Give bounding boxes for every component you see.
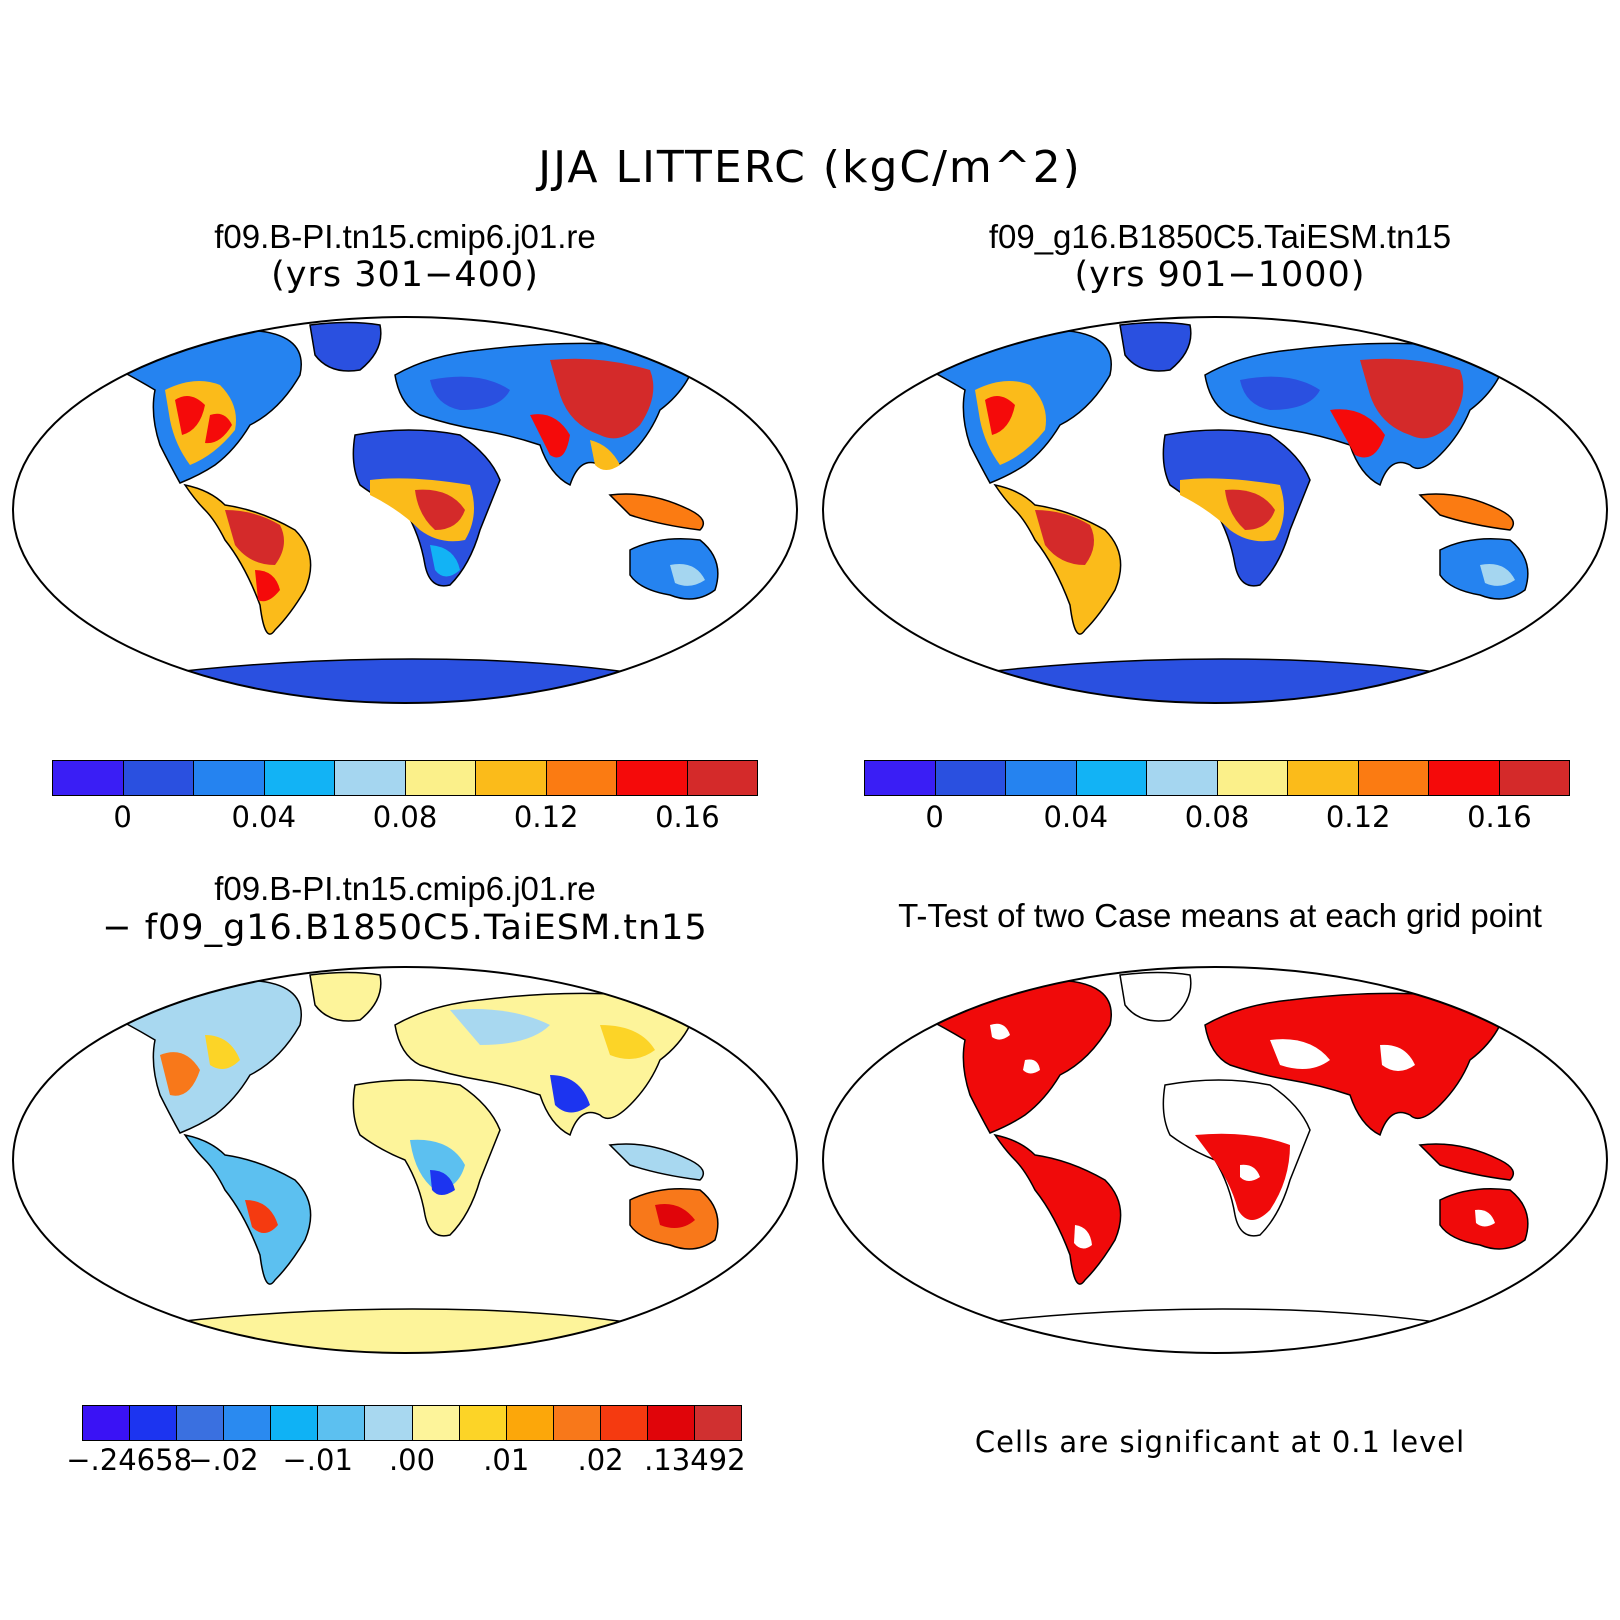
colorbar-swatch xyxy=(365,1406,413,1440)
colorbar-tick-label: 0.16 xyxy=(1467,800,1532,834)
colorbar-swatch xyxy=(600,1406,648,1440)
colorbar-tick-label: 0.08 xyxy=(1184,800,1250,834)
colorbar-swatch xyxy=(459,1406,507,1440)
greenland xyxy=(309,321,382,372)
colorbar-swatch xyxy=(194,761,265,795)
south-america xyxy=(183,483,312,635)
colorbar-tick-label: .02 xyxy=(577,1443,624,1477)
colorbar-tick-label: .13492 xyxy=(644,1443,746,1477)
colorbar-tick-label: 0 xyxy=(925,800,944,834)
panel-1-colorbar xyxy=(52,760,758,796)
panel-3-subtitle: − f09_g16.B1850C5.TaiESM.tn15 xyxy=(102,908,708,948)
colorbar-tick-label: .01 xyxy=(483,1443,530,1477)
colorbar-swatch xyxy=(177,1406,225,1440)
panel-4-map xyxy=(822,966,1608,1354)
colorbar-swatch xyxy=(506,1406,554,1440)
colorbar-swatch xyxy=(935,761,1006,795)
panel-1-title: f09.B-PI.tn15.cmip6.j01.re xyxy=(214,218,596,255)
panel-3-map xyxy=(12,966,798,1354)
colorbar-swatch xyxy=(83,1406,131,1440)
panel-1-subtitle: (yrs 301−400) xyxy=(271,255,539,295)
colorbar-swatch xyxy=(318,1406,366,1440)
colorbar-tick-label: −.02 xyxy=(188,1443,259,1477)
panel-4-note: Cells are significant at 0.1 level xyxy=(974,1425,1466,1459)
panel-2-colorbar xyxy=(864,760,1570,796)
colorbar-tick-label: 0.08 xyxy=(372,800,438,834)
colorbar-swatch xyxy=(1076,761,1147,795)
colorbar-tick-label: 0.16 xyxy=(655,800,720,834)
panel-4-title: T-Test of two Case means at each grid po… xyxy=(898,897,1542,934)
panel-2-map xyxy=(822,316,1608,704)
colorbar-swatch xyxy=(1429,761,1500,795)
colorbar-tick-label: 0.04 xyxy=(231,800,297,834)
colorbar-swatch xyxy=(130,1406,178,1440)
colorbar-swatch xyxy=(412,1406,460,1440)
antarctica xyxy=(108,658,701,703)
colorbar-swatch xyxy=(335,761,406,795)
colorbar-swatch xyxy=(1499,761,1569,795)
panel-2-title: f09_g16.B1850C5.TaiESM.tn15 xyxy=(988,218,1452,255)
colorbar-swatch xyxy=(476,761,547,795)
colorbar-tick-label: .00 xyxy=(388,1443,436,1477)
colorbar-tick-label: 0.04 xyxy=(1043,800,1109,834)
colorbar-swatch xyxy=(617,761,688,795)
colorbar-swatch xyxy=(1288,761,1359,795)
colorbar-swatch xyxy=(647,1406,696,1440)
colorbar-tick-label: 0.12 xyxy=(513,800,579,834)
colorbar-tick-label: 0 xyxy=(113,800,132,834)
colorbar-tick-label: −.01 xyxy=(282,1443,353,1477)
colorbar-swatch xyxy=(271,1406,319,1440)
maritime-asia xyxy=(608,493,705,531)
panel-1-map xyxy=(12,316,798,704)
colorbar-tick-label: −.24658 xyxy=(66,1443,193,1477)
colorbar-swatch xyxy=(687,761,757,795)
colorbar-swatch xyxy=(405,761,476,795)
panel-3-title: f09.B-PI.tn15.cmip6.j01.re xyxy=(214,870,596,907)
colorbar-swatch xyxy=(123,761,194,795)
colorbar-swatch xyxy=(264,761,335,795)
colorbar-swatch xyxy=(1358,761,1429,795)
panel-2-subtitle: (yrs 901−1000) xyxy=(1074,255,1366,295)
colorbar-swatch xyxy=(546,761,617,795)
colorbar-swatch xyxy=(224,1406,272,1440)
colorbar-swatch xyxy=(1217,761,1288,795)
figure-title: JJA LITTERC (kgC/m^2) xyxy=(538,142,1082,193)
colorbar-swatch xyxy=(1006,761,1077,795)
panel-3-colorbar xyxy=(82,1405,742,1441)
colorbar-swatch xyxy=(695,1406,742,1440)
colorbar-swatch xyxy=(553,1406,601,1440)
colorbar-swatch xyxy=(865,761,936,795)
colorbar-tick-label: 0.12 xyxy=(1325,800,1391,834)
colorbar-swatch xyxy=(53,761,124,795)
colorbar-swatch xyxy=(1147,761,1218,795)
